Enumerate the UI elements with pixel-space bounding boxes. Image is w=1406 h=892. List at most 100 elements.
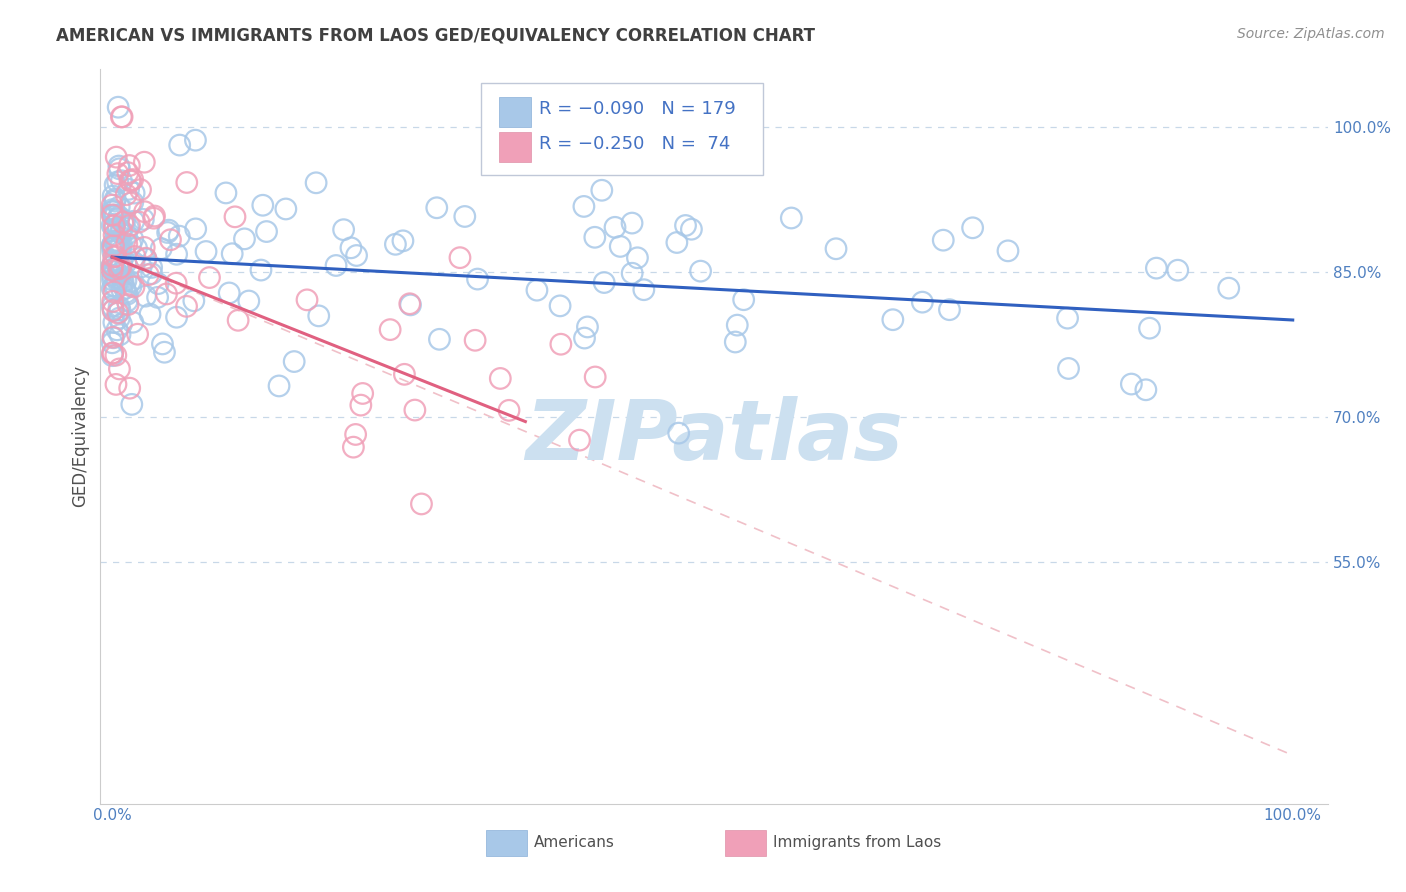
Point: [135, 289, 157, 303]
Point: [1218, 281, 1240, 295]
Point: [938, 302, 960, 317]
Point: [111, 215, 134, 229]
Point: [104, 209, 127, 223]
Point: [221, 246, 243, 260]
Point: [159, 233, 181, 247]
FancyBboxPatch shape: [499, 97, 531, 127]
Point: [681, 222, 703, 236]
Point: [267, 379, 290, 393]
Point: [152, 337, 174, 351]
Point: [121, 397, 143, 411]
Point: [305, 176, 328, 190]
Point: [105, 323, 128, 337]
Point: [153, 345, 176, 359]
Point: [332, 222, 354, 236]
Point: [104, 263, 127, 277]
Point: [411, 497, 433, 511]
Point: [101, 238, 124, 252]
Point: [583, 370, 606, 384]
Point: [101, 346, 124, 360]
Point: [118, 159, 141, 173]
Point: [394, 368, 416, 382]
Point: [111, 283, 134, 297]
Point: [120, 196, 142, 211]
Point: [146, 290, 169, 304]
Point: [118, 381, 141, 395]
Point: [308, 309, 330, 323]
Point: [1056, 311, 1078, 326]
Point: [103, 315, 125, 329]
Point: [101, 281, 124, 295]
Y-axis label: GED/Equivalency: GED/Equivalency: [72, 365, 89, 508]
Point: [1135, 383, 1157, 397]
Point: [104, 377, 127, 392]
Point: [107, 100, 129, 114]
Point: [127, 327, 149, 342]
Point: [603, 220, 626, 235]
Point: [283, 354, 305, 368]
Point: [101, 268, 124, 282]
Point: [1167, 263, 1189, 277]
Point: [156, 226, 179, 240]
Point: [108, 238, 131, 252]
Point: [117, 166, 139, 180]
Point: [184, 133, 207, 147]
Point: [325, 259, 347, 273]
Point: [107, 306, 129, 320]
Point: [780, 211, 803, 225]
Point: [184, 222, 207, 236]
Point: [108, 327, 131, 342]
Point: [111, 110, 134, 124]
Point: [392, 234, 415, 248]
Point: [1144, 261, 1167, 276]
Point: [169, 138, 191, 153]
Point: [122, 186, 145, 200]
Point: [104, 234, 127, 248]
Point: [128, 215, 150, 229]
Point: [215, 186, 238, 200]
Point: [108, 273, 131, 287]
Point: [167, 229, 190, 244]
Point: [108, 210, 131, 224]
Point: [108, 235, 131, 250]
Point: [129, 183, 152, 197]
Point: [591, 183, 613, 197]
Point: [101, 349, 124, 363]
Point: [108, 268, 131, 282]
Point: [101, 294, 124, 309]
Point: [404, 403, 426, 417]
Point: [550, 337, 572, 351]
Point: [108, 362, 131, 376]
Text: Source: ZipAtlas.com: Source: ZipAtlas.com: [1237, 27, 1385, 41]
Point: [108, 200, 131, 214]
Point: [675, 219, 697, 233]
Point: [576, 320, 599, 334]
Point: [104, 235, 127, 249]
Point: [120, 279, 142, 293]
Point: [107, 221, 129, 235]
Point: [101, 189, 124, 203]
Point: [105, 150, 128, 164]
Point: [135, 252, 157, 266]
Point: [101, 346, 124, 360]
Point: [378, 323, 401, 337]
Point: [166, 310, 188, 325]
Point: [101, 244, 124, 259]
Point: [121, 315, 143, 329]
Point: [105, 238, 128, 252]
Point: [101, 219, 124, 233]
Point: [134, 240, 156, 254]
Point: [107, 211, 129, 226]
Point: [121, 172, 143, 186]
Point: [911, 295, 934, 310]
Point: [1121, 377, 1143, 392]
Point: [932, 233, 955, 247]
Point: [108, 161, 131, 176]
Text: ZIPatlas: ZIPatlas: [526, 395, 903, 476]
Point: [122, 280, 145, 294]
Point: [101, 204, 124, 219]
Point: [825, 242, 848, 256]
Point: [136, 268, 159, 282]
Point: [110, 237, 132, 252]
Point: [449, 251, 471, 265]
